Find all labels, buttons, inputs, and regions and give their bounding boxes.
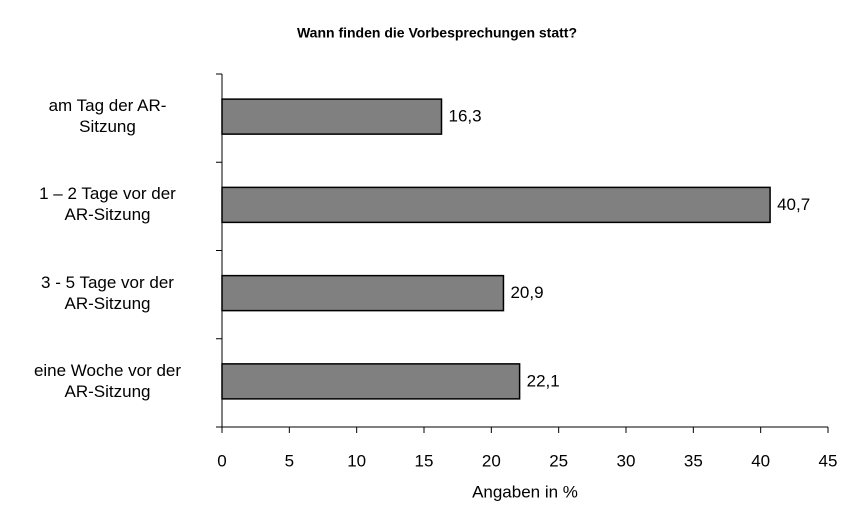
x-tick-label: 20 <box>482 451 501 470</box>
x-tick-label: 40 <box>751 451 770 470</box>
bar <box>221 186 771 224</box>
chart-title: Wann finden die Vorbesprechungen statt? <box>297 25 577 41</box>
x-axis-title: Angaben in % <box>472 482 578 501</box>
value-label: 22,1 <box>527 371 560 390</box>
bar <box>221 363 521 400</box>
y-tick-label: 3 - 5 Tage vor der AR-Sitzung <box>41 272 174 313</box>
x-tick-label: 15 <box>415 451 434 470</box>
x-tick-label: 45 <box>819 451 838 470</box>
x-tick-label: 30 <box>617 451 636 470</box>
x-tick-label: 25 <box>549 451 568 470</box>
y-tick-label: 1 – 2 Tage vor der AR-Sitzung <box>39 184 176 225</box>
value-label: 40,7 <box>777 195 810 214</box>
x-tick-label: 35 <box>684 451 703 470</box>
y-tick-label: eine Woche vor der AR-Sitzung <box>33 360 182 401</box>
value-label: 16,3 <box>449 107 482 126</box>
x-tick-label: 10 <box>347 451 366 470</box>
bar <box>221 274 505 312</box>
x-tick-label: 0 <box>217 451 226 470</box>
value-label: 20,9 <box>510 283 543 302</box>
x-tick-label: 5 <box>285 451 294 470</box>
y-tick-label: am Tag der AR- Sitzung <box>48 96 167 137</box>
bar <box>221 98 443 135</box>
